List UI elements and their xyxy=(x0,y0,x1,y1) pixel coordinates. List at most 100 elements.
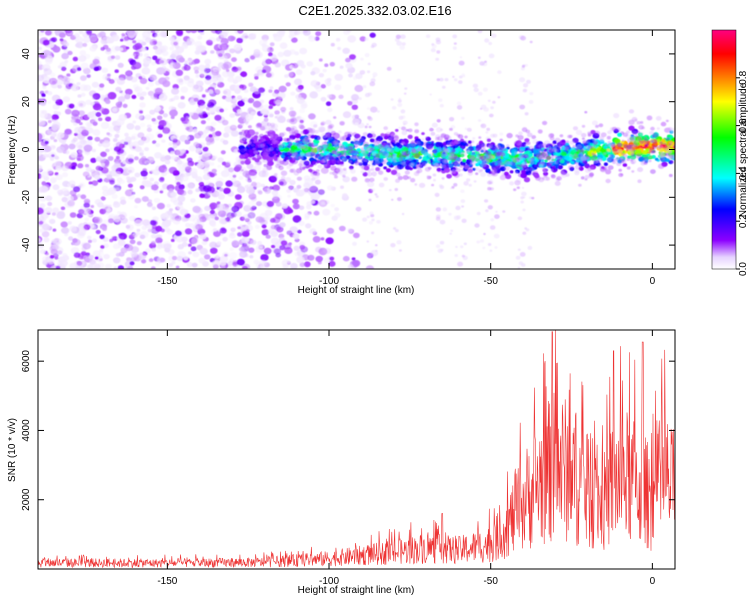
heatmap-cell xyxy=(222,140,229,145)
heatmap-cell xyxy=(292,203,300,210)
heatmap-cell xyxy=(461,116,465,120)
heatmap-cell xyxy=(240,71,248,78)
heatmap-cell xyxy=(250,206,255,212)
heatmap-cell xyxy=(47,100,51,104)
heatmap-cell xyxy=(347,228,353,233)
heatmap-cell xyxy=(109,238,114,243)
heatmap-cell xyxy=(227,261,234,266)
heatmap-cell xyxy=(159,257,166,263)
heatmap-cell xyxy=(131,252,138,258)
heatmap-cell xyxy=(95,65,102,71)
heatmap-cell xyxy=(44,145,52,153)
heatmap-cell xyxy=(310,71,316,76)
heatmap-cell xyxy=(352,241,357,246)
heatmap-cell xyxy=(312,193,320,201)
heatmap-cell xyxy=(166,203,171,208)
heatmap-cell xyxy=(146,124,152,129)
heatmap-cell xyxy=(397,99,402,103)
heatmap-cell xyxy=(66,73,71,77)
heatmap-cell xyxy=(125,70,133,77)
heatmap-cell xyxy=(318,73,325,78)
heatmap-cell xyxy=(195,224,203,231)
heatmap-cell xyxy=(134,156,139,161)
heatmap-cell xyxy=(157,115,163,121)
heatmap-cell xyxy=(210,247,218,254)
heatmap-cell xyxy=(317,126,326,133)
heatmap-cell xyxy=(129,239,136,245)
heatmap-cell xyxy=(374,193,378,196)
heatmap-cell xyxy=(338,94,344,100)
heatmap-cell xyxy=(59,61,67,68)
heatmap-cell xyxy=(520,200,524,204)
heatmap-cell xyxy=(261,43,267,48)
heatmap-cell xyxy=(219,108,225,113)
heatmap-cell xyxy=(249,255,254,259)
heatmap-cell xyxy=(161,139,166,143)
heatmap-cell xyxy=(180,95,185,100)
heatmap-cell xyxy=(368,125,372,129)
heatmap-cell xyxy=(176,255,183,262)
heatmap-cell xyxy=(150,241,156,245)
heatmap-cell xyxy=(527,245,533,250)
heatmap-cell xyxy=(219,43,229,51)
heatmap-cell xyxy=(211,168,217,174)
heatmap-cell xyxy=(170,191,178,198)
heatmap-cell xyxy=(158,120,167,127)
heatmap-cell xyxy=(274,89,280,94)
heatmap-cell xyxy=(192,251,200,258)
heatmap-cell xyxy=(190,198,196,203)
heatmap-cell xyxy=(159,30,168,38)
heatmap-cell xyxy=(55,174,63,181)
heatmap-cell xyxy=(360,57,364,61)
heatmap-cell xyxy=(390,98,394,101)
heatmap-cell xyxy=(269,113,274,118)
heatmap-cell xyxy=(187,120,192,125)
heatmap-cell xyxy=(191,173,198,179)
heatmap-cell xyxy=(68,180,76,187)
heatmap-cell xyxy=(188,78,194,84)
heatmap-cell xyxy=(292,198,299,205)
heatmap-cell xyxy=(460,189,465,193)
heatmap-cell xyxy=(218,77,224,82)
heatmap-cell xyxy=(276,63,281,67)
heatmap-cell xyxy=(91,81,99,88)
heatmap-cell xyxy=(217,157,224,163)
heatmap-cell xyxy=(310,80,319,87)
heatmap-cell xyxy=(224,253,228,257)
heatmap-cell xyxy=(38,243,45,249)
heatmap-cell xyxy=(260,108,268,115)
heatmap-cell xyxy=(128,169,133,173)
heatmap-cell xyxy=(265,234,271,239)
heatmap-cell xyxy=(240,160,245,165)
heatmap-cell xyxy=(364,53,370,58)
heatmap-cell xyxy=(124,94,131,100)
heatmap-cell xyxy=(252,100,262,108)
heatmap-cell xyxy=(44,207,53,214)
heatmap-cell xyxy=(141,259,147,264)
heatmap-cell xyxy=(198,257,206,264)
heatmap-cell xyxy=(150,169,155,173)
heatmap-cell xyxy=(195,188,200,192)
heatmap-cell xyxy=(184,228,193,235)
heatmap-cell xyxy=(338,225,346,232)
heatmap-cell xyxy=(523,88,528,93)
heatmap-cell xyxy=(146,127,152,132)
heatmap-cell xyxy=(99,208,107,215)
heatmap-cell xyxy=(172,62,181,69)
heatmap-cell xyxy=(228,252,238,259)
heatmap-cell xyxy=(126,224,134,231)
heatmap-cell xyxy=(232,174,237,178)
heatmap-cell xyxy=(215,254,220,259)
heatmap-cell xyxy=(244,35,249,39)
heatmap-cell xyxy=(210,121,217,127)
heatmap-cell xyxy=(261,229,270,236)
heatmap-cell xyxy=(141,225,147,230)
heatmap-cell xyxy=(91,180,99,186)
heatmap-cell xyxy=(334,207,339,212)
heatmap-cell xyxy=(293,78,303,86)
heatmap-cell xyxy=(62,172,69,178)
heatmap-cell xyxy=(215,131,222,137)
heatmap-cell xyxy=(139,185,145,190)
heatmap-cell xyxy=(439,219,446,225)
heatmap-cell xyxy=(282,263,289,269)
